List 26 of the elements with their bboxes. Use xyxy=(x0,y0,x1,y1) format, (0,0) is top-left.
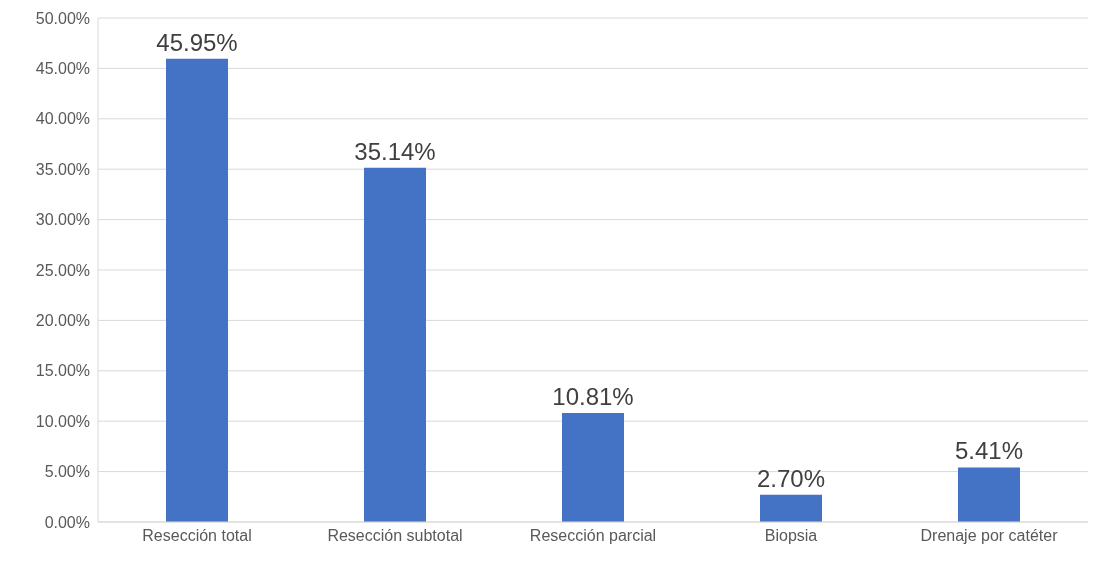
y-tick-label: 5.00% xyxy=(44,463,90,481)
x-tick-label: Resección subtotal xyxy=(327,527,463,545)
x-tick-label: Resección parcial xyxy=(529,527,657,545)
y-tick-label: 30.00% xyxy=(35,211,90,229)
y-tick-label: 45.00% xyxy=(35,60,90,78)
bar xyxy=(562,413,624,522)
y-tick-label: 0.00% xyxy=(44,513,90,531)
data-label: 45.95% xyxy=(156,28,238,56)
y-tick-label: 40.00% xyxy=(35,110,90,128)
y-tick-label: 25.00% xyxy=(35,261,90,279)
bar xyxy=(760,494,822,522)
data-label: 10.81% xyxy=(552,383,634,411)
x-tick-label: Drenaje por catéter xyxy=(920,527,1059,545)
y-tick-label: 35.00% xyxy=(35,160,90,178)
data-label: 2.70% xyxy=(756,464,826,492)
x-tick-label: Biopsia xyxy=(764,527,818,545)
bar xyxy=(166,58,228,522)
data-label: 5.41% xyxy=(954,437,1024,465)
y-tick-label: 20.00% xyxy=(35,312,90,330)
bar xyxy=(958,467,1020,522)
y-tick-label: 50.00% xyxy=(35,9,90,27)
y-tick-label: 10.00% xyxy=(35,412,90,430)
x-tick-label: Resección total xyxy=(142,527,252,545)
data-label: 35.14% xyxy=(354,137,436,165)
bar xyxy=(364,167,426,522)
y-tick-label: 15.00% xyxy=(35,362,90,380)
